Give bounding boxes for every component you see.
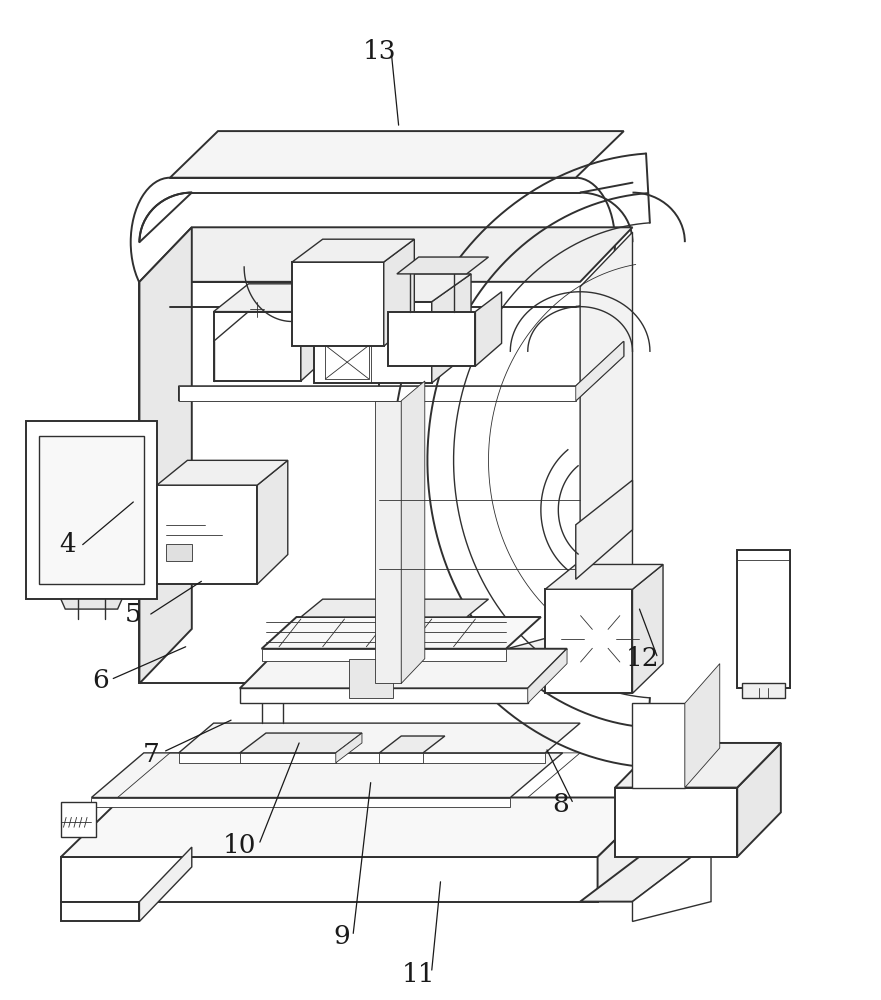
Polygon shape bbox=[737, 743, 781, 857]
Polygon shape bbox=[375, 401, 401, 683]
Polygon shape bbox=[545, 564, 663, 589]
Polygon shape bbox=[633, 842, 711, 921]
Polygon shape bbox=[314, 302, 432, 383]
Polygon shape bbox=[528, 649, 567, 703]
Polygon shape bbox=[384, 239, 414, 346]
Polygon shape bbox=[157, 460, 288, 485]
Text: 6: 6 bbox=[92, 668, 108, 693]
Polygon shape bbox=[633, 703, 685, 788]
Polygon shape bbox=[39, 436, 144, 584]
Polygon shape bbox=[179, 386, 576, 401]
Polygon shape bbox=[401, 381, 425, 683]
Polygon shape bbox=[301, 599, 488, 617]
Polygon shape bbox=[139, 227, 633, 282]
Polygon shape bbox=[179, 341, 624, 401]
Text: 9: 9 bbox=[334, 924, 351, 949]
Polygon shape bbox=[380, 753, 423, 763]
Polygon shape bbox=[213, 284, 336, 312]
Text: 7: 7 bbox=[143, 742, 159, 767]
Polygon shape bbox=[244, 683, 309, 690]
Polygon shape bbox=[742, 683, 785, 698]
Polygon shape bbox=[292, 239, 414, 262]
Polygon shape bbox=[61, 798, 659, 857]
Polygon shape bbox=[240, 733, 362, 753]
Polygon shape bbox=[61, 902, 139, 921]
Polygon shape bbox=[301, 284, 336, 381]
Polygon shape bbox=[26, 421, 157, 599]
Polygon shape bbox=[380, 232, 633, 683]
Polygon shape bbox=[257, 460, 288, 584]
Polygon shape bbox=[314, 274, 471, 302]
Polygon shape bbox=[580, 842, 711, 902]
Polygon shape bbox=[545, 589, 633, 693]
Text: 12: 12 bbox=[626, 646, 660, 671]
Polygon shape bbox=[61, 599, 122, 609]
Text: 11: 11 bbox=[402, 962, 435, 987]
Polygon shape bbox=[292, 262, 384, 346]
Polygon shape bbox=[92, 753, 563, 798]
Polygon shape bbox=[737, 550, 789, 688]
Polygon shape bbox=[139, 847, 192, 921]
Polygon shape bbox=[576, 480, 633, 579]
Text: 5: 5 bbox=[125, 602, 142, 627]
Polygon shape bbox=[170, 131, 624, 178]
Polygon shape bbox=[615, 743, 781, 788]
Polygon shape bbox=[380, 736, 445, 753]
Polygon shape bbox=[633, 564, 663, 693]
Polygon shape bbox=[61, 802, 96, 837]
Polygon shape bbox=[432, 274, 471, 383]
Polygon shape bbox=[389, 312, 476, 366]
Text: 10: 10 bbox=[223, 833, 256, 858]
Polygon shape bbox=[576, 341, 624, 401]
Polygon shape bbox=[240, 649, 567, 688]
Polygon shape bbox=[240, 753, 336, 763]
Polygon shape bbox=[476, 292, 501, 366]
Polygon shape bbox=[685, 664, 720, 788]
Polygon shape bbox=[179, 753, 545, 763]
Polygon shape bbox=[396, 257, 488, 274]
Polygon shape bbox=[157, 485, 257, 584]
Polygon shape bbox=[61, 857, 597, 902]
Polygon shape bbox=[179, 723, 580, 753]
Polygon shape bbox=[240, 688, 528, 703]
Polygon shape bbox=[615, 788, 737, 857]
Polygon shape bbox=[597, 798, 659, 902]
Polygon shape bbox=[166, 544, 192, 561]
Polygon shape bbox=[213, 312, 301, 381]
Polygon shape bbox=[336, 733, 362, 763]
Polygon shape bbox=[92, 798, 510, 807]
Text: 4: 4 bbox=[60, 532, 77, 557]
Polygon shape bbox=[139, 227, 192, 683]
Polygon shape bbox=[262, 617, 541, 649]
Text: 8: 8 bbox=[552, 792, 569, 817]
Polygon shape bbox=[262, 649, 506, 661]
Text: 13: 13 bbox=[363, 39, 396, 64]
Polygon shape bbox=[139, 282, 380, 683]
Polygon shape bbox=[349, 659, 393, 698]
